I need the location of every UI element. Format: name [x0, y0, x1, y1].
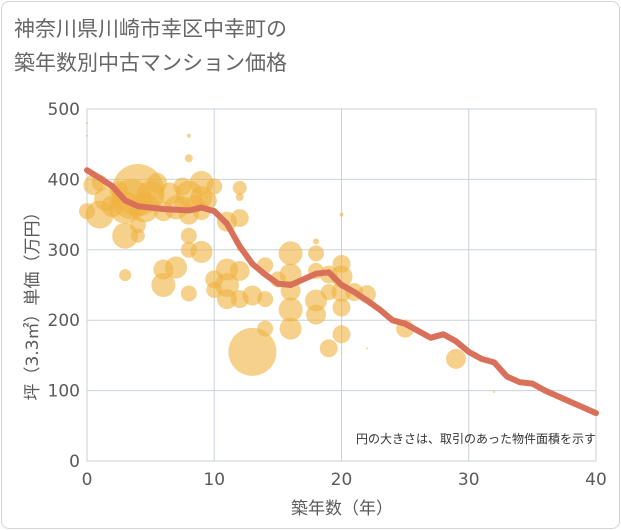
x-tick-label-4: 40 — [585, 470, 607, 490]
bubble-57 — [257, 320, 274, 337]
bubble-29 — [180, 227, 197, 244]
bubble-15 — [130, 228, 145, 243]
bubble-64 — [308, 245, 325, 262]
chart-title-line2: 築年数別中古マンション価格 — [14, 51, 287, 75]
bubble-45 — [214, 273, 239, 297]
trend-line — [84, 167, 599, 417]
bubble-1 — [86, 134, 88, 137]
size-note: 円の大きさは、取引のあった物件面積を示す — [356, 431, 596, 446]
bubble-33 — [184, 154, 193, 163]
bubble-59 — [278, 241, 303, 266]
bubble-53 — [228, 327, 277, 376]
bubble-76 — [332, 298, 351, 317]
chart-title: 神奈川県川崎市幸区中幸町の 築年数別中古マンション価格 — [14, 12, 287, 80]
y-tick-label-5: 500 — [48, 100, 80, 120]
x-tick-label-0: 0 — [82, 470, 93, 490]
x-tick-label-3: 30 — [458, 470, 480, 490]
x-tick-label-2: 20 — [331, 470, 353, 490]
bubble-46 — [216, 289, 237, 310]
y-axis-label: 坪（3.3㎡）単価（万円） — [23, 203, 43, 400]
bubble-0 — [86, 122, 88, 125]
bubble-56 — [257, 291, 274, 308]
bubble-47 — [232, 180, 247, 195]
x-tick-label-1: 10 — [203, 470, 225, 490]
bubble-38 — [190, 240, 213, 263]
y-tick-label-1: 100 — [48, 382, 80, 402]
bubble-67 — [306, 304, 327, 325]
x-axis-label: 築年数（年） — [291, 499, 393, 519]
grid-lines — [86, 108, 597, 462]
bubble-50 — [229, 260, 250, 281]
bubble-48 — [235, 193, 244, 201]
bubble-20 — [151, 273, 176, 297]
bubble-63 — [279, 317, 302, 340]
bubble-11 — [119, 269, 132, 282]
bubble-layer — [79, 122, 496, 394]
y-tick-label-2: 200 — [48, 311, 80, 331]
bubble-83 — [493, 391, 496, 394]
bubble-80 — [365, 347, 368, 350]
y-tick-label-0: 0 — [69, 452, 80, 472]
bubble-77 — [332, 325, 351, 344]
bubble-24 — [165, 256, 188, 279]
bubble-40 — [206, 178, 223, 195]
bubble-82 — [446, 348, 467, 369]
bubble-68 — [313, 238, 320, 245]
chart-title-line1: 神奈川県川崎市幸区中幸町の — [14, 17, 287, 41]
bubble-62 — [278, 297, 303, 322]
bubble-31 — [180, 285, 197, 302]
y-tick-label-3: 300 — [48, 241, 80, 261]
bubble-32 — [186, 133, 191, 138]
bubble-71 — [319, 339, 338, 358]
bubble-72 — [339, 212, 344, 217]
bubble-49 — [230, 209, 249, 228]
y-tick-label-4: 400 — [48, 170, 80, 190]
